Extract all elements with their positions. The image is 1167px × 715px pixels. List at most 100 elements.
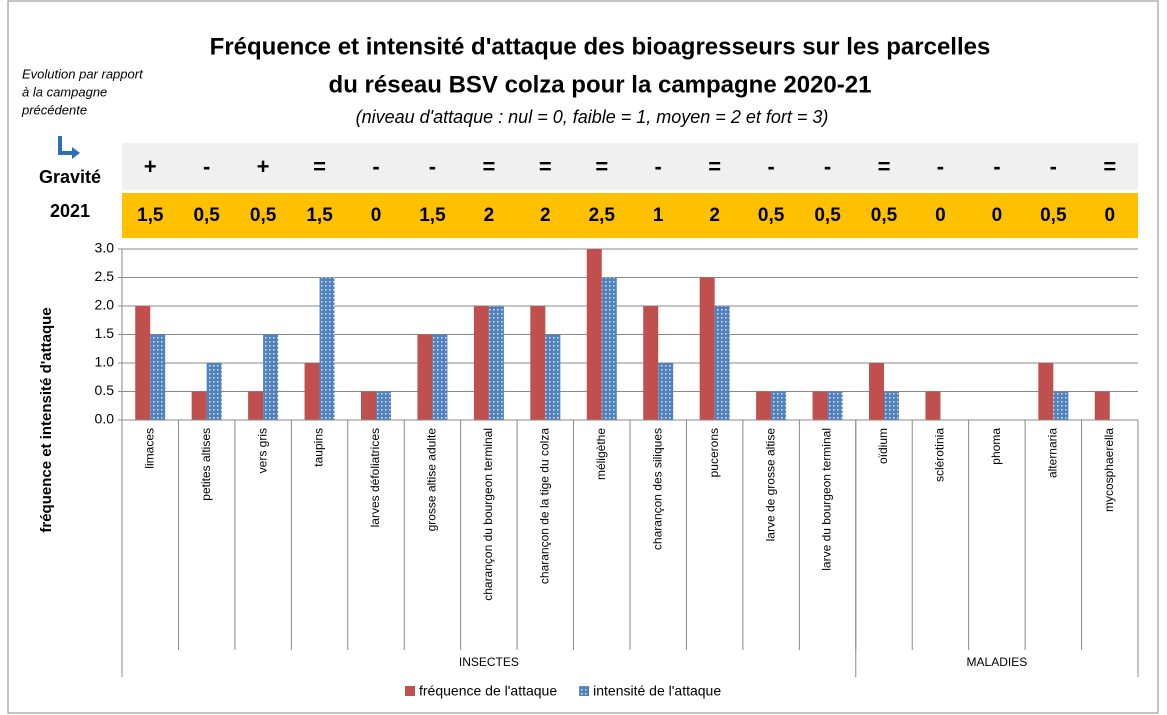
- x-tick-label: petites altises: [199, 428, 213, 501]
- evolution-sign: +: [257, 154, 270, 179]
- note: précédente: [21, 102, 87, 117]
- evolution-sign: -: [993, 154, 1000, 179]
- bar: [1053, 391, 1069, 420]
- bar: [432, 334, 448, 420]
- x-tick-label: oïdium: [876, 428, 890, 464]
- bar: [191, 391, 207, 420]
- x-tick-label: taupins: [312, 428, 326, 467]
- y-tick-label: 1.5: [95, 325, 115, 341]
- gravite-value: 0: [1104, 205, 1115, 226]
- note: Evolution par rapport: [22, 66, 144, 81]
- x-tick-label: grosse altise adulte: [425, 428, 439, 532]
- evolution-sign: -: [372, 154, 379, 179]
- evolution-row: [122, 143, 1138, 190]
- bar: [545, 334, 561, 420]
- bar: [1038, 363, 1054, 420]
- gravite-value: 2,5: [589, 205, 616, 226]
- gravite-value: 1,5: [306, 205, 333, 226]
- gravite-value: 2: [540, 205, 551, 226]
- chart-title: du réseau BSV colza pour la campagne 202…: [329, 71, 872, 98]
- bar: [771, 391, 787, 420]
- frame: [7, 0, 1159, 714]
- evolution-sign: -: [1050, 154, 1057, 179]
- arrow-icon: [72, 147, 80, 159]
- arrow-icon: [58, 136, 74, 155]
- evolution-sign: -: [767, 154, 774, 179]
- evolution-sign: =: [878, 154, 891, 179]
- x-tick-label: charançon du bourgeon terminal: [481, 428, 495, 601]
- group-label: MALADIES: [967, 655, 1028, 669]
- bar: [714, 306, 730, 420]
- x-tick-label: sclérotinia: [933, 428, 947, 482]
- bar: [756, 391, 772, 420]
- x-tick-label: larves défoliatrices: [368, 428, 382, 527]
- evolution-sign: -: [937, 154, 944, 179]
- bar: [869, 363, 884, 420]
- evolution-sign: -: [429, 154, 436, 179]
- bar: [643, 306, 659, 420]
- legend-label: fréquence de l'attaque: [419, 683, 557, 699]
- x-tick-label: charançon de la tige du colza: [538, 428, 552, 584]
- gravite-value: 0: [992, 205, 1003, 226]
- bar: [319, 277, 335, 420]
- gravite-value: 1,5: [137, 205, 164, 226]
- legend-label: intensité de l'attaque: [593, 683, 721, 699]
- gravite-value: 1: [653, 205, 664, 226]
- bar: [1094, 391, 1110, 420]
- gravite-value: 0,5: [758, 205, 785, 226]
- evolution-sign: -: [655, 154, 662, 179]
- gravite-value: 0,5: [250, 205, 277, 226]
- evolution-sign: =: [482, 154, 495, 179]
- bar: [376, 391, 391, 420]
- bar: [925, 391, 941, 420]
- y-tick-label: 3.0: [95, 240, 115, 256]
- bar: [827, 391, 843, 420]
- x-tick-label: vers gris: [255, 428, 269, 473]
- x-tick-label: phoma: [989, 428, 1003, 465]
- gravite-row: [122, 193, 1138, 238]
- y-tick-label: 2.5: [95, 268, 115, 284]
- bar: [206, 363, 222, 420]
- bar: [601, 277, 617, 420]
- evolution-sign: -: [824, 154, 831, 179]
- gravite-label: Gravité: [39, 167, 101, 187]
- y-tick-label: 2.0: [95, 297, 115, 313]
- y-tick-label: 1.0: [95, 354, 115, 370]
- gravite-value: 0,5: [193, 205, 220, 226]
- bar: [263, 334, 279, 420]
- bar: [473, 306, 489, 420]
- evolution-sign: -: [203, 154, 210, 179]
- gravite-value: 0,5: [814, 205, 841, 226]
- evolution-sign: =: [595, 154, 608, 179]
- note: à la campagne: [22, 84, 107, 99]
- y-tick-label: 0.5: [95, 382, 115, 398]
- bar: [248, 391, 264, 420]
- bar: [135, 306, 151, 420]
- gravite-value: 0,5: [1040, 205, 1067, 226]
- evolution-sign: =: [708, 154, 721, 179]
- bar: [304, 363, 320, 420]
- gravite-value: 2: [484, 205, 495, 226]
- x-tick-label: pucerons: [707, 428, 721, 477]
- bar: [812, 391, 828, 420]
- evolution-sign: =: [539, 154, 552, 179]
- chart-title: Fréquence et intensité d'attaque des bio…: [210, 33, 991, 60]
- gravite-label: 2021: [50, 201, 90, 221]
- x-tick-label: limaces: [142, 428, 156, 469]
- x-tick-label: larve de grosse altise: [763, 428, 777, 542]
- x-tick-label: méligèthe: [594, 428, 608, 480]
- group-label: INSECTES: [459, 655, 519, 669]
- x-tick-label: mycosphaerella: [1102, 428, 1116, 512]
- bar: [361, 391, 376, 420]
- gravite-value: 2: [709, 205, 720, 226]
- gravite-value: 1,5: [419, 205, 446, 226]
- evolution-sign: +: [144, 154, 157, 179]
- x-tick-label: charançon des siliques: [650, 428, 664, 550]
- gravite-value: 0,5: [871, 205, 898, 226]
- gravite-value: 0: [371, 205, 382, 226]
- bar: [150, 334, 166, 420]
- bar: [488, 306, 504, 420]
- subtitle: (niveau d'attaque : nul = 0, faible = 1,…: [356, 107, 829, 127]
- bar: [417, 334, 433, 420]
